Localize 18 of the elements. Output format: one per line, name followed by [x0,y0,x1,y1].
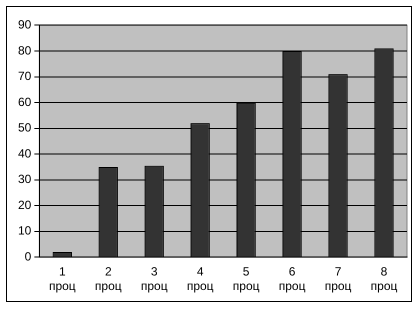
y-tick-label: 20 [18,198,32,212]
x-tick-label: 1 проц [48,264,76,294]
y-tick-label: 70 [18,69,32,84]
y-tick-label: 50 [18,120,32,135]
x-tick-label: 7 проц [324,264,352,294]
x-tick-label: 5 проц [232,264,260,294]
x-tick-label: 6 проц [278,264,306,294]
x-tick-label: 8 проц [370,264,398,294]
x-tick-label: 2 проц [94,264,122,294]
x-tick-label: 4 проц [186,264,214,294]
y-tick-label: 80 [18,43,32,58]
y-tick-label: 10 [18,224,32,238]
x-tick-label: 3 проц [140,264,168,294]
y-tick-label: 60 [18,94,32,109]
y-tick-label: 40 [18,146,32,160]
y-tick-label: 30 [18,172,32,186]
y-tick-label: 90 [18,18,32,32]
y-tick-label: 0 [24,250,32,264]
